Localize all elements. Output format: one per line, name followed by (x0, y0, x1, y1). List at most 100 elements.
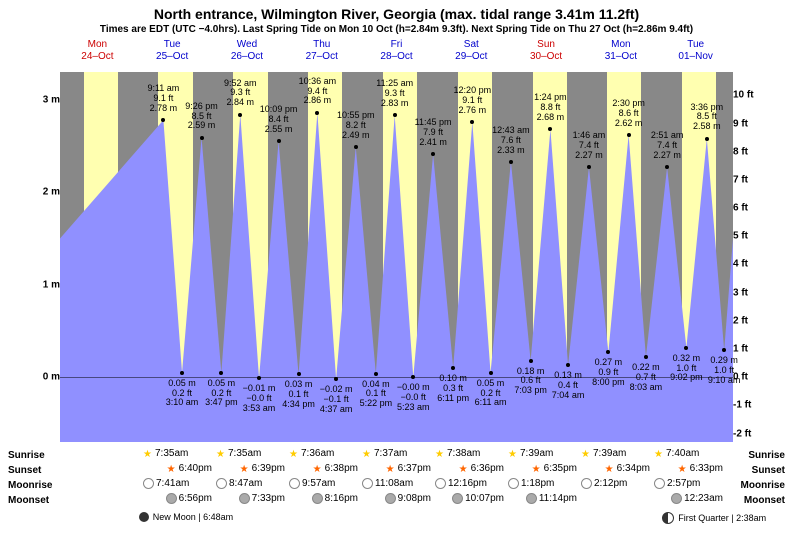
sunset-icon: ★ (313, 464, 323, 474)
astro-time: 6:40pm (179, 463, 212, 474)
tide-point (200, 136, 204, 140)
astro-cell: 11:08am (360, 478, 433, 492)
moonrise-icon (362, 478, 373, 489)
tide-label: 1:46 am7.4 ft2.27 m (573, 131, 606, 161)
sunset-icon: ★ (167, 464, 177, 474)
moonset-icon (166, 493, 177, 504)
y-tick-ft: 0 ft (733, 372, 783, 383)
tide-point (238, 113, 242, 117)
tide-point (722, 348, 726, 352)
astro-time: 12:23am (684, 493, 723, 504)
astro-row-label: Sunrise (725, 450, 793, 461)
tide-label: 12:43 am7.6 ft2.33 m (492, 126, 530, 156)
astro-cell: ★6:38pm (287, 463, 360, 477)
tide-label: 0.22 m0.7 ft8:03 am (630, 363, 663, 393)
astro-cell: 9:08pm (360, 493, 433, 507)
astro-time: 7:39am (593, 448, 626, 459)
sunset-icon: ★ (532, 464, 542, 474)
astro-cell: 8:16pm (287, 493, 360, 507)
sunrise-icon: ★ (435, 449, 445, 459)
tide-label: 0.13 m0.4 ft7:04 am (552, 371, 585, 401)
astro-time: 6:37pm (398, 463, 431, 474)
y-tick-m: 2 m (10, 187, 60, 198)
y-tick-m: 1 m (10, 279, 60, 290)
astro-event: 7:41am (143, 478, 189, 489)
y-tick-ft: 1 ft (733, 344, 783, 355)
astro-time: 12:16pm (448, 478, 487, 489)
tide-point (411, 375, 415, 379)
tide-point (548, 127, 552, 131)
astro-event: 11:08am (362, 478, 413, 489)
astro-cell: ★6:35pm (506, 463, 579, 477)
tide-label: 11:45 pm7.9 ft2.41 m (415, 118, 452, 148)
tide-point (705, 137, 709, 141)
tide-point (354, 145, 358, 149)
astro-event: ★7:40am (654, 448, 699, 459)
tide-point (529, 359, 533, 363)
sunset-icon: ★ (386, 464, 396, 474)
moonrise-icon (143, 478, 154, 489)
tide-point (219, 371, 223, 375)
astro-event: 2:57pm (654, 478, 700, 489)
astro-time: 9:57am (302, 478, 335, 489)
astro-time: 6:33pm (690, 463, 723, 474)
sunrise-icon: ★ (654, 449, 664, 459)
astro-row-label: Moonset (725, 495, 793, 506)
tide-label: −0.01 m−0.0 ft3:53 am (243, 384, 276, 414)
y-tick-ft: 5 ft (733, 231, 783, 242)
astro-cell (68, 493, 141, 507)
tide-label: 0.03 m0.1 ft4:34 pm (282, 380, 315, 410)
astro-row-label: Sunset (725, 465, 793, 476)
sunrise-icon: ★ (581, 449, 591, 459)
y-tick-ft: 9 ft (733, 118, 783, 129)
moon-phase: New Moon | 6:48am (139, 512, 233, 522)
astro-time: 10:07pm (465, 493, 504, 504)
astro-time: 8:47am (229, 478, 262, 489)
moonset-icon (526, 493, 537, 504)
tide-point (566, 363, 570, 367)
date-cell: Tue25–Oct (135, 39, 210, 63)
moonrise-icon (508, 478, 519, 489)
tide-label: 0.05 m0.2 ft3:47 pm (205, 379, 238, 409)
astro-row-label: Moonset (0, 495, 68, 506)
sunset-icon: ★ (459, 464, 469, 474)
astro-event: ★7:35am (216, 448, 261, 459)
astro-cell (68, 448, 141, 462)
tide-label: 0.27 m0.9 ft8:00 pm (592, 358, 625, 388)
astro-cell: 6:56pm (141, 493, 214, 507)
astro-row-label: Sunrise (0, 450, 68, 461)
astro-row-moonrise: Moonrise7:41am8:47am9:57am11:08am12:16pm… (0, 478, 793, 492)
astro-cell: 7:41am (141, 478, 214, 492)
astro-event: ★7:39am (581, 448, 626, 459)
astro-event: 7:33pm (239, 493, 285, 504)
astro-cell: 8:47am (214, 478, 287, 492)
astro-cell: ★7:35am (141, 448, 214, 462)
astro-event: ★7:38am (435, 448, 480, 459)
y-tick-ft: -2 ft (733, 428, 783, 439)
astro-time: 6:39pm (252, 463, 285, 474)
astro-cell: ★7:39am (579, 448, 652, 462)
tide-point (334, 377, 338, 381)
tide-point (627, 133, 631, 137)
astro-time: 9:08pm (398, 493, 431, 504)
astro-cell: 12:23am (652, 493, 725, 507)
astro-cell: 2:57pm (652, 478, 725, 492)
tide-point (684, 346, 688, 350)
chart-subtitle: Times are EDT (UTC −4.0hrs). Last Spring… (0, 22, 793, 35)
astro-cell: ★6:33pm (652, 463, 725, 477)
astro-cell: ★6:37pm (360, 463, 433, 477)
astro-event: 6:56pm (166, 493, 212, 504)
date-cell: Mon24–Oct (60, 39, 135, 63)
tide-point (180, 371, 184, 375)
tide-label: 9:26 pm8.5 ft2.59 m (185, 102, 218, 132)
sunset-icon: ★ (240, 464, 250, 474)
astro-row-sunset: Sunset★6:40pm★6:39pm★6:38pm★6:37pm★6:36p… (0, 463, 793, 477)
astro-time: 7:37am (374, 448, 407, 459)
astro-time: 8:16pm (325, 493, 358, 504)
date-cell: Sat29–Oct (434, 39, 509, 63)
astro-event: ★7:35am (143, 448, 188, 459)
astro-event: 2:12pm (581, 478, 627, 489)
sunrise-icon: ★ (216, 449, 226, 459)
astro-cell: ★6:40pm (141, 463, 214, 477)
astro-cell: ★7:39am (506, 448, 579, 462)
